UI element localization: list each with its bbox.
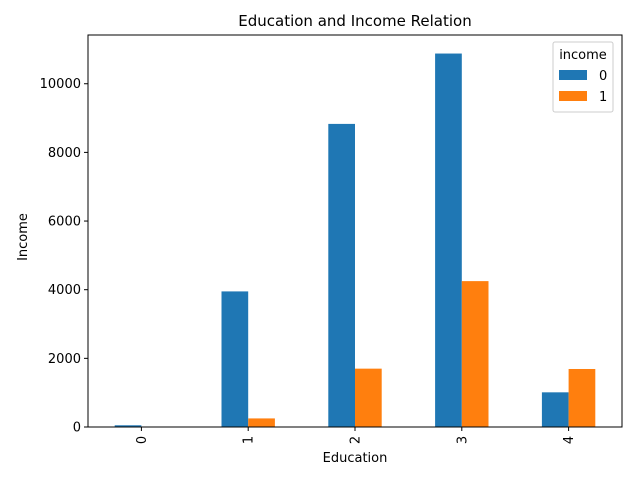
x-axis-label: Education bbox=[323, 451, 388, 466]
y-tick-label: 2000 bbox=[48, 352, 81, 367]
legend-swatch-1 bbox=[559, 91, 587, 101]
x-tick-label: 4 bbox=[562, 436, 577, 444]
y-tick-label: 6000 bbox=[48, 215, 81, 230]
legend-label-0: 0 bbox=[599, 69, 607, 84]
x-tick-label: 3 bbox=[455, 436, 470, 444]
bar-series-0-cat-2 bbox=[328, 123, 355, 428]
legend: income 01 bbox=[552, 41, 614, 113]
bar-series-1-cat-2 bbox=[355, 368, 382, 427]
bar-series-0-cat-0 bbox=[114, 425, 142, 427]
y-tick-label: 4000 bbox=[48, 283, 81, 298]
bar-series-1-cat-3 bbox=[461, 281, 489, 427]
bar-series-1-cat-4 bbox=[568, 368, 596, 427]
legend-entries: 01 bbox=[559, 69, 607, 105]
y-tick-label: 8000 bbox=[48, 146, 81, 161]
chart-title: Education and Income Relation bbox=[238, 12, 471, 30]
legend-label-1: 1 bbox=[599, 90, 607, 105]
bars-group bbox=[114, 53, 596, 428]
bar-series-1-cat-1 bbox=[248, 418, 275, 427]
bar-series-0-cat-1 bbox=[221, 291, 249, 427]
x-tick-label: 1 bbox=[242, 436, 257, 444]
bar-series-0-cat-3 bbox=[435, 53, 462, 427]
y-tick-label: 0 bbox=[73, 421, 81, 436]
y-axis-label: Income bbox=[16, 213, 31, 261]
x-tick-label: 0 bbox=[135, 436, 150, 444]
legend-title: income bbox=[559, 48, 607, 63]
x-tick-label: 2 bbox=[349, 436, 364, 444]
legend-swatch-0 bbox=[559, 70, 587, 80]
y-tick-label: 10000 bbox=[40, 77, 81, 92]
bar-series-0-cat-4 bbox=[541, 392, 569, 427]
